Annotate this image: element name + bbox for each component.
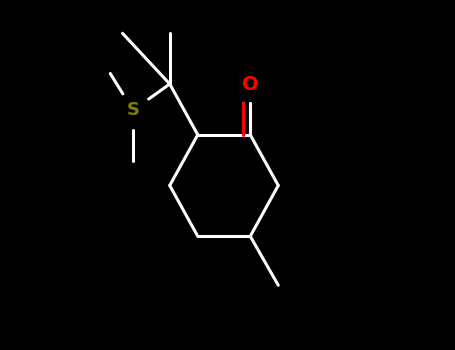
- Text: O: O: [242, 75, 258, 93]
- Text: S: S: [126, 101, 140, 119]
